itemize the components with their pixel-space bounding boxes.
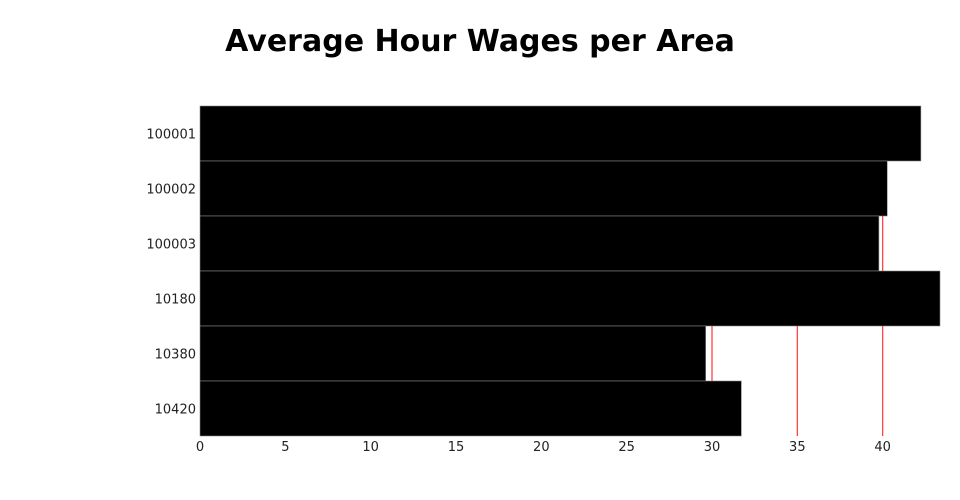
y-tick-label: 10380 — [155, 348, 196, 363]
y-tick-label: 100003 — [146, 238, 196, 253]
x-tick-label: 15 — [448, 440, 465, 455]
bar — [199, 325, 706, 382]
bar — [199, 270, 941, 327]
x-tick-label: 5 — [281, 440, 289, 455]
x-tick-label: 0 — [196, 440, 204, 455]
bar — [199, 160, 888, 217]
x-tick-label: 40 — [874, 440, 891, 455]
x-tick-label: 30 — [704, 440, 721, 455]
bar — [199, 380, 742, 437]
bar — [199, 215, 880, 272]
x-tick-label: 25 — [618, 440, 635, 455]
y-tick-label: 10180 — [155, 293, 196, 308]
y-tick-label: 100002 — [146, 183, 196, 198]
chart-title: Average Hour Wages per Area — [225, 24, 735, 59]
bar — [199, 105, 922, 162]
x-tick-label: 10 — [362, 440, 379, 455]
y-tick-label: 10420 — [155, 403, 196, 418]
x-tick-label: 35 — [789, 440, 806, 455]
x-tick-label: 20 — [533, 440, 550, 455]
y-tick-label: 100001 — [146, 128, 196, 143]
